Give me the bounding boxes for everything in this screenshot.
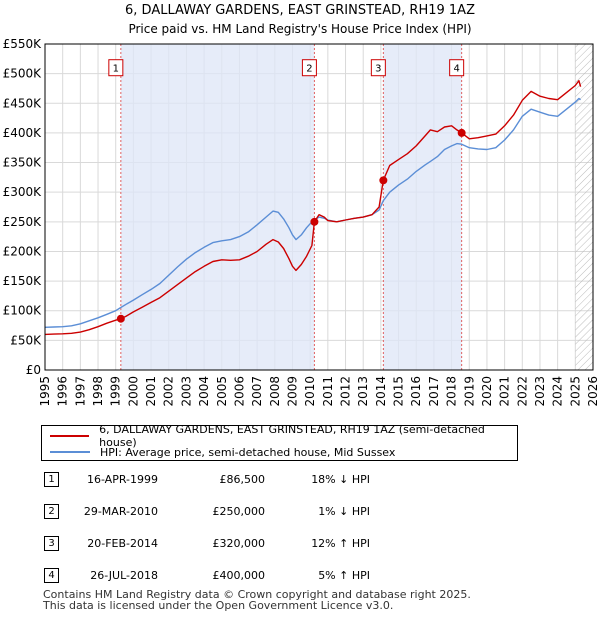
x-tick-label: 1998 — [91, 376, 105, 407]
sale-spans — [120, 44, 593, 370]
x-tick-label: 2002 — [162, 376, 176, 407]
sale-marker-box — [370, 59, 386, 77]
sale-row: 4 26-JUL-2018 £400,000 5% ↑ HPI — [0, 566, 600, 586]
sale-number: 1 — [44, 472, 59, 487]
sale-date: 29-MAR-2010 — [83, 505, 158, 518]
x-tick-label: 2023 — [533, 376, 547, 407]
sale-row: 2 29-MAR-2010 £250,000 1% ↓ HPI — [0, 502, 600, 522]
x-tick-label: 2025 — [568, 376, 582, 407]
x-tick-label: 2018 — [445, 376, 459, 407]
x-tick-label: 2011 — [321, 376, 335, 407]
highlight-span — [120, 44, 315, 370]
sale-hpi-diff: 12% ↑ HPI — [311, 537, 370, 550]
sale-price: £320,000 — [212, 537, 266, 550]
x-tick-label: 2001 — [144, 376, 158, 407]
price-chart: 6, DALLAWAY GARDENS, EAST GRINSTEAD, RH1… — [3, 3, 600, 407]
x-tick-label: 2004 — [197, 376, 211, 407]
sale-marker-label: 1 — [113, 64, 119, 75]
legend-item-hpi: HPI: Average price, semi-detached house,… — [50, 444, 395, 460]
sale-point — [310, 217, 319, 226]
x-tick-label: 2019 — [462, 376, 476, 407]
sale-number: 3 — [44, 536, 59, 551]
y-tick-label: £50K — [10, 333, 42, 347]
legend-label-hpi: HPI: Average price, semi-detached house,… — [100, 445, 396, 459]
footer: Contains HM Land Registry data © Crown c… — [43, 589, 471, 611]
sale-price: £400,000 — [212, 569, 266, 582]
y-tick-label: £250K — [3, 215, 43, 229]
sale-date: 16-APR-1999 — [86, 473, 158, 486]
sale-price: £86,500 — [219, 473, 266, 486]
y-tick-label: £450K — [3, 96, 43, 110]
x-tick-label: 2009 — [285, 376, 299, 407]
x-tick-label: 2012 — [339, 376, 353, 407]
x-tick-label: 2005 — [215, 376, 229, 407]
chart-title: 6, DALLAWAY GARDENS, EAST GRINSTEAD, RH1… — [125, 3, 475, 18]
x-tick-label: 2013 — [356, 376, 370, 407]
sale-points — [116, 128, 466, 323]
sale-marker-box — [108, 59, 124, 77]
x-tick-label: 2010 — [303, 376, 317, 407]
x-axis-labels: 1995 1996 1997 1998 1999 2000 2001 2002 2003 2004… — [38, 376, 600, 407]
y-tick-label: £500K — [3, 67, 43, 81]
x-tick-label: 2006 — [232, 376, 246, 407]
plot-frame — [44, 43, 594, 371]
sale-row: 3 20-FEB-2014 £320,000 12% ↑ HPI — [0, 534, 600, 554]
y-tick-label: £200K — [3, 244, 43, 258]
sale-date: 26-JUL-2018 — [90, 569, 158, 582]
forecast-hatch — [575, 44, 593, 370]
sale-marker-label: 3 — [375, 64, 381, 75]
y-tick-label: £150K — [3, 274, 43, 288]
x-tick-label: 2021 — [498, 376, 512, 407]
legend-item-price-paid: 6, DALLAWAY GARDENS, EAST GRINSTEAD, RH1… — [50, 423, 517, 449]
chart-subtitle: Price paid vs. HM Land Registry's House … — [128, 22, 471, 36]
x-tick-label: 2007 — [250, 376, 264, 407]
x-tick-label: 1996 — [56, 376, 70, 407]
x-tick-label: 2000 — [126, 376, 140, 407]
x-tick-label: 1997 — [73, 376, 87, 407]
legend: 6, DALLAWAY GARDENS, EAST GRINSTEAD, RH1… — [41, 423, 518, 461]
price-paid-line-icon — [50, 435, 90, 437]
x-tick-label: 2017 — [427, 376, 441, 407]
x-tick-label: 2014 — [374, 376, 388, 407]
x-tick-label: 2003 — [179, 376, 193, 407]
x-tick-label: 2016 — [409, 376, 423, 407]
y-tick-label: £550K — [3, 37, 43, 51]
sale-number: 2 — [44, 504, 59, 519]
sale-marker-label: 4 — [453, 64, 459, 75]
y-tick-label: £300K — [3, 185, 43, 199]
y-tick-label: £100K — [3, 304, 43, 318]
y-axis-labels: £0 £50K £100K £150K £200K £250K £300K £350K £400… — [3, 37, 43, 377]
sale-point — [457, 128, 466, 137]
hpi-line-icon — [50, 451, 90, 453]
x-tick-label: 2022 — [515, 376, 529, 407]
legend-label-price-paid: 6, DALLAWAY GARDENS, EAST GRINSTEAD, RH1… — [99, 423, 485, 449]
x-tick-label: 2026 — [586, 376, 600, 407]
sale-row: 1 16-APR-1999 £86,500 18% ↓ HPI — [0, 470, 600, 490]
footer-copyright: Contains HM Land Registry data © Crown c… — [43, 588, 471, 601]
sale-date: 20-FEB-2014 — [87, 537, 158, 550]
x-tick-label: 1995 — [38, 376, 52, 407]
sale-number: 4 — [44, 568, 59, 583]
highlight-span — [383, 44, 462, 370]
sale-hpi-diff: 5% ↑ HPI — [318, 569, 370, 582]
axes — [44, 43, 594, 371]
y-tick-label: £350K — [3, 156, 43, 170]
x-tick-label: 2020 — [480, 376, 494, 407]
sale-marker-label: 2 — [306, 64, 312, 75]
y-tick-label: £400K — [3, 126, 43, 140]
sale-hpi-diff: 1% ↓ HPI — [318, 505, 370, 518]
x-tick-label: 2015 — [392, 376, 406, 407]
sale-point — [116, 314, 125, 323]
sale-hpi-diff: 18% ↓ HPI — [311, 473, 370, 486]
x-tick-label: 2024 — [551, 376, 565, 407]
sale-marker-box — [449, 59, 465, 77]
footer-licence: This data is licensed under the Open Gov… — [43, 599, 394, 612]
sale-marker-box — [301, 59, 317, 77]
x-tick-label: 2008 — [268, 376, 282, 407]
sale-price: £250,000 — [212, 505, 266, 518]
sale-markers: 1 2 3 4 — [108, 59, 465, 77]
sale-point — [379, 176, 388, 185]
y-tick-label: £0 — [26, 363, 41, 377]
x-tick-label: 1999 — [109, 376, 123, 407]
